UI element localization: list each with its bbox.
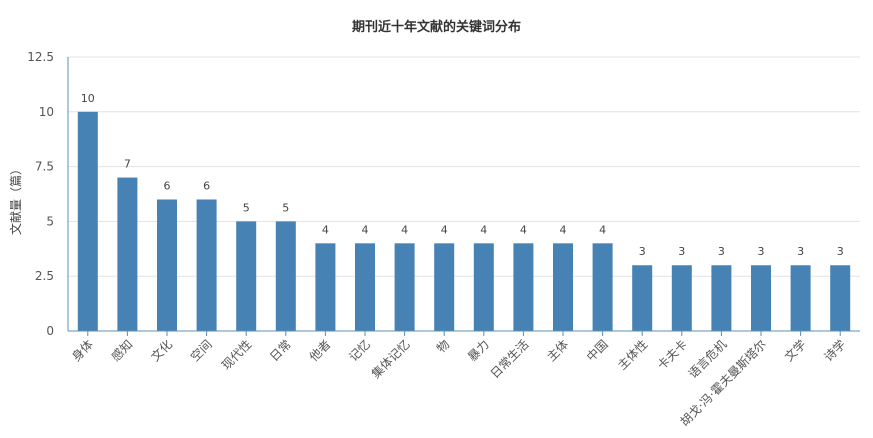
x-tick-label: 日常生活 [488, 337, 532, 381]
data-label: 4 [322, 223, 329, 236]
data-label: 4 [560, 223, 567, 236]
y-tick-label: 12.5 [27, 50, 54, 64]
bar [592, 243, 613, 331]
bar [553, 243, 573, 331]
bar [830, 265, 851, 331]
bar [315, 243, 336, 331]
x-tick-label: 暴力 [465, 337, 492, 364]
bar [394, 243, 415, 331]
bar [196, 199, 217, 331]
x-tick-label: 中国 [583, 337, 611, 365]
data-label: 3 [797, 245, 804, 258]
y-tick-label: 2.5 [35, 269, 54, 283]
y-tick-label: 10 [39, 105, 54, 119]
data-label: 3 [639, 245, 646, 258]
x-tick-label: 主体性 [615, 337, 650, 372]
x-tick-label: 现代性 [219, 337, 254, 372]
bar [355, 243, 375, 331]
labels: 0 2.5 5 7.5 10 12.5 10 身体 7 感知 6 文化 6 空间 5 现代性 5 日常 4 他者 4 记忆… [27, 50, 848, 429]
bar [632, 265, 653, 331]
data-label: 4 [520, 223, 527, 236]
data-label: 4 [599, 223, 606, 236]
axes [67, 57, 860, 336]
data-label: 4 [480, 223, 487, 236]
x-tick-label: 诗学 [821, 337, 849, 365]
x-tick-label: 物 [434, 337, 452, 355]
data-label: 5 [243, 201, 250, 214]
bar [751, 265, 771, 331]
bars [77, 111, 851, 331]
y-tick-label: 0 [46, 324, 54, 338]
data-label: 6 [203, 179, 210, 192]
grid-lines [68, 56, 860, 277]
y-tick-label: 7.5 [35, 160, 54, 174]
bar [275, 221, 296, 331]
data-label: 4 [401, 223, 408, 236]
x-tick-label: 感知 [108, 337, 136, 365]
x-tick-label: 主体 [544, 337, 571, 364]
data-label: 3 [758, 245, 765, 258]
bar [513, 243, 534, 331]
bar [473, 243, 494, 331]
data-label: 6 [164, 179, 171, 192]
data-label: 10 [81, 92, 95, 105]
x-tick-label: 他者 [307, 337, 334, 364]
x-tick-label: 空间 [188, 337, 215, 364]
bar [790, 265, 811, 331]
y-axis-title: 文献量（篇） [8, 163, 23, 235]
data-label: 3 [837, 245, 844, 258]
chart-title: 期刊近十年文献的关键词分布 [351, 20, 521, 35]
data-label: 3 [678, 245, 685, 258]
bar [236, 221, 257, 331]
x-tick-label: 身体 [68, 337, 96, 365]
x-tick-label: 集体记忆 [368, 337, 413, 382]
x-tick-label: 日常 [267, 337, 294, 364]
bar [711, 265, 732, 331]
data-label: 5 [282, 201, 289, 214]
bar [117, 177, 138, 331]
data-label: 4 [441, 223, 448, 236]
bar [77, 111, 98, 331]
data-label: 7 [124, 158, 131, 171]
y-tick-label: 5 [46, 214, 54, 228]
bar [157, 199, 177, 331]
x-tick-label: 卡夫卡 [655, 337, 690, 372]
x-tick-label: 记忆 [346, 337, 373, 364]
data-label: 4 [362, 223, 369, 236]
x-tick-label: 文化 [148, 337, 176, 365]
bar [434, 243, 455, 331]
x-tick-label: 文学 [781, 337, 809, 365]
data-label: 3 [718, 245, 725, 258]
bar [671, 265, 692, 331]
